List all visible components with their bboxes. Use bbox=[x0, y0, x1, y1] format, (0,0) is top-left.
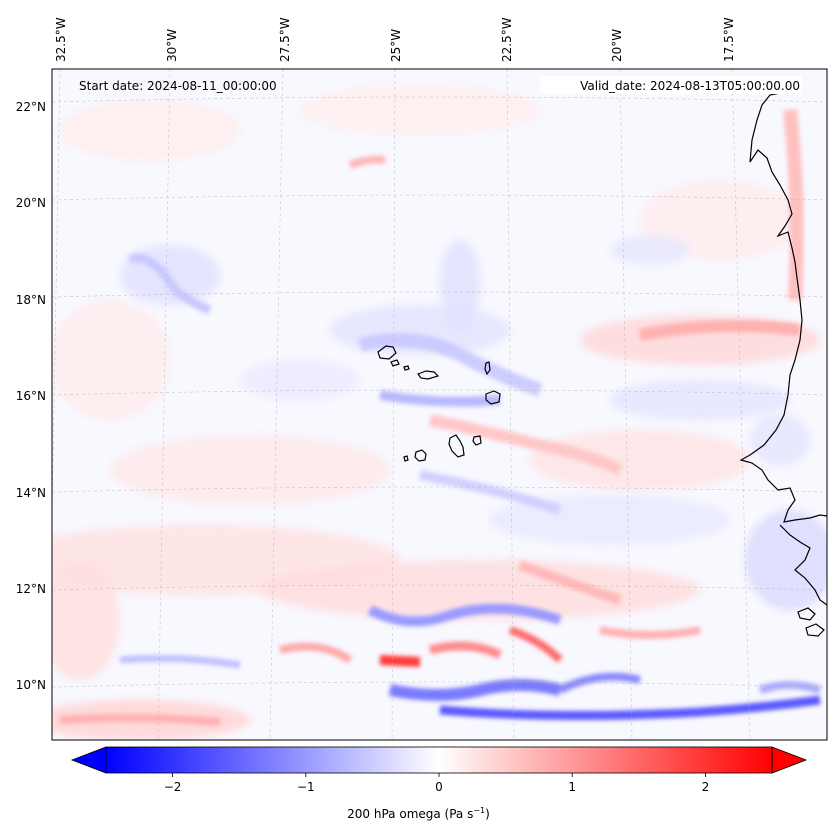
lat-tick-label: 10°N bbox=[16, 678, 46, 692]
lon-tick-label: 30°W bbox=[165, 29, 179, 62]
omega-field-detail bbox=[59, 109, 822, 726]
lon-tick-label: 22.5°W bbox=[500, 17, 514, 62]
colorbar-extend-high bbox=[771, 746, 808, 774]
santiago-island bbox=[448, 434, 465, 458]
sao-vicente-island bbox=[390, 359, 400, 367]
colorbar-tick-label: −2 bbox=[164, 780, 182, 794]
colorbar-tick-label: 1 bbox=[568, 780, 576, 794]
colorbar-tick-label: −1 bbox=[297, 780, 315, 794]
colorbar-label-exponent: −1 bbox=[473, 806, 486, 815]
valid-date-background bbox=[540, 76, 802, 94]
brava-island bbox=[403, 455, 409, 462]
lat-tick-labels: 22°N 20°N 18°N 16°N 14°N 12°N 10°N bbox=[16, 100, 46, 692]
start-date-text: Start date: 2024-08-11_00:00:00 bbox=[79, 79, 277, 93]
lat-tick-label: 22°N bbox=[16, 100, 46, 114]
gridlines bbox=[52, 69, 827, 740]
lat-tick-label: 16°N bbox=[16, 389, 46, 403]
valid-date-text: Valid_date: 2024-08-13T05:00:00.00 bbox=[580, 79, 800, 93]
colorbar-extend-low bbox=[70, 746, 107, 774]
colorbar-tick-label: 0 bbox=[435, 780, 443, 794]
sao-nicolau-island bbox=[417, 370, 440, 380]
colorbar-tick-label: 2 bbox=[702, 780, 710, 794]
omega-field bbox=[52, 69, 827, 740]
santo-antao-island bbox=[377, 345, 397, 360]
lat-tick-label: 18°N bbox=[16, 293, 46, 307]
colorbar: −2 −1 0 1 2 bbox=[70, 746, 808, 794]
sal-island bbox=[484, 361, 491, 376]
maio-island bbox=[472, 435, 482, 446]
lon-tick-label: 25°W bbox=[389, 29, 403, 62]
boa-vista-island bbox=[485, 390, 501, 405]
colorbar-label-main: 200 hPa omega (Pa s bbox=[347, 807, 474, 821]
colorbar-label: 200 hPa omega (Pa s−1) bbox=[0, 806, 837, 821]
lon-tick-label: 17.5°W bbox=[722, 17, 736, 62]
lon-tick-label: 32.5°W bbox=[54, 17, 68, 62]
santa-luzia-island bbox=[403, 365, 410, 371]
lat-tick-label: 14°N bbox=[16, 486, 46, 500]
lon-tick-label: 20°W bbox=[610, 29, 624, 62]
coastlines bbox=[377, 91, 827, 637]
colorbar-label-end: ) bbox=[485, 807, 490, 821]
lon-tick-label: 27.5°W bbox=[278, 17, 292, 62]
lat-tick-label: 20°N bbox=[16, 196, 46, 210]
lat-tick-label: 12°N bbox=[16, 582, 46, 596]
lon-tick-labels: 32.5°W 30°W 27.5°W 25°W 22.5°W 20°W 17.5… bbox=[54, 17, 736, 62]
africa-coastline bbox=[739, 91, 827, 523]
fogo-island bbox=[414, 449, 427, 462]
map-frame bbox=[51, 68, 828, 741]
colorbar-gradient bbox=[106, 747, 772, 773]
colorbar-ticks: −2 −1 0 1 2 bbox=[164, 773, 709, 794]
